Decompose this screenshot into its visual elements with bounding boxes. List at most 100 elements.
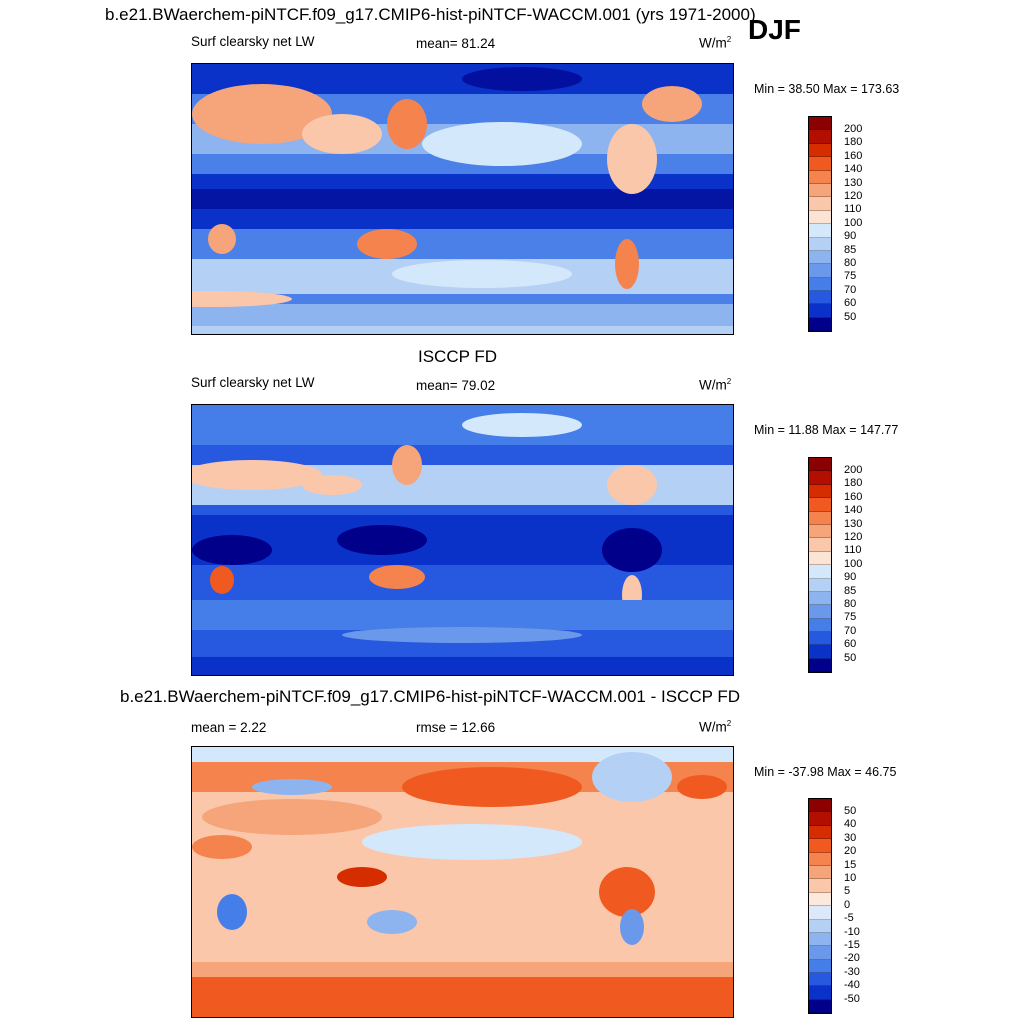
panel2-units: W/m2 [699,377,732,393]
panel2-colorbar-bin [809,511,831,525]
panel1-colorbar-bin [809,317,831,332]
panel1-colorbar-bin [809,117,831,131]
panel1-colorbar-tick: 120 [844,190,863,202]
panel2-left-label: Surf clearsky net LW [191,375,315,390]
panel3-colorbar-tick: 30 [844,831,857,844]
panel2-colorbar-tick: 70 [844,624,857,637]
panel3-colorbar-tick: -40 [844,979,860,992]
panel1-colorbar-bin [809,224,831,238]
panel3-colorbar-bin [809,946,831,960]
panel3-colorbar-bin [809,973,831,987]
panel1-colorbar-bin [809,170,831,184]
panel2-colorbar-tick: 60 [844,638,857,651]
panel3-colorbar-bin [809,852,831,866]
panel2-colorbar-tick: 140 [844,504,863,517]
season-label: DJF [748,14,801,45]
panel2-colorbar [808,457,832,674]
panel2-colorbar-bin [809,645,831,659]
panel1-colorbar-bin [809,143,831,158]
panel2-colorbar-bin [809,458,831,472]
panel3-colorbar-tick: 5 [844,885,851,898]
panel1-colorbar-tick: 60 [844,297,857,310]
panel3-colorbar-tick: 15 [844,858,857,871]
panel3-colorbar-bin [809,932,831,947]
panel3-title: b.e21.BWaerchem-piNTCF.f09_g17.CMIP6-his… [120,687,741,706]
panel3-colorbar-bin [809,999,831,1014]
panel1-colorbar-bin [809,197,831,211]
panel2-colorbar-tick: 90 [844,571,857,584]
panel2-colorbar-bin [809,578,831,592]
panel2-colorbar-bin [809,551,831,566]
panel3-colorbar-tick: -30 [844,965,860,978]
panel3-colorbar-bin [809,986,831,1000]
panel2-colorbar-tick: 100 [844,557,863,570]
panel1-colorbar-tick: 100 [844,216,863,229]
panel2-colorbar-tick: 130 [844,517,863,530]
panel3-colorbar-bin [809,825,831,840]
panel2-colorbar-bin [809,618,831,633]
panel1-colorbar-tick: 180 [844,136,863,149]
panel3-map-field [192,747,733,1017]
panel1-colorbar-bin [809,250,831,265]
panel1-colorbar-tick: 200 [844,123,863,135]
panel2-colorbar-bin [809,524,831,539]
panel1-colorbar-bin [809,291,831,305]
panel3-mean-label: mean = 2.22 [191,720,267,735]
panel2-colorbar-bin [809,605,831,619]
panel1-colorbar-bin [809,183,831,198]
panel3-colorbar-bin [809,839,831,853]
panel2-map [191,404,734,676]
panel3-colorbar-bin [809,892,831,907]
panel1-colorbar-bin [809,210,831,225]
panel2-colorbar-tick: 180 [844,477,863,490]
panel3-colorbar-bin [809,906,831,920]
panel1-colorbar-tick: 75 [844,270,857,283]
panel3-colorbar-tick: 40 [844,818,857,831]
panel3-colorbar-tick: -20 [844,952,860,965]
panel1-map [191,63,734,335]
panel1-colorbar-tick: 130 [844,176,863,189]
panel1-colorbar-tick: 85 [844,243,857,256]
panel2-colorbar-bin [809,565,831,579]
panel2-colorbar-tick: 80 [844,598,857,610]
panel3-colorbar-tick: -15 [844,939,860,951]
panel2-colorbar-bin [809,591,831,606]
panel1-colorbar-bin [809,237,831,251]
panel3-colorbar-bin [809,879,831,893]
panel1-colorbar-bin [809,264,831,278]
panel1-colorbar-tick: 110 [844,203,862,216]
panel1-colorbar-tick: 90 [844,230,857,243]
panel2-mean-label: mean= 79.02 [416,378,496,393]
panel1-colorbar-bin [809,157,831,171]
panel3-colorbar-tick: 10 [844,872,857,884]
panel3-colorbar-tick: 0 [844,898,851,911]
panel3-rmse-label: rmse = 12.66 [416,720,496,735]
panel3-colorbar-bin [809,799,831,813]
panel3-colorbar-tick: -10 [844,925,860,938]
panel2-colorbar-tick: 85 [844,584,857,597]
panel2-colorbar-tick: 160 [844,490,863,503]
panel2-title: ISCCP FD [418,347,498,366]
figure-title: b.e21.BWaerchem-piNTCF.f09_g17.CMIP6-his… [105,5,756,24]
panel3-colorbar-tick: -50 [844,992,860,1005]
panel1-colorbar-bin [809,130,831,144]
panel1-map-field [192,64,733,334]
panel3-colorbar-bin [809,812,831,826]
panel1-colorbar-tick: 160 [844,149,863,162]
panel2-colorbar-bin [809,632,831,646]
panel1-colorbar-tick: 70 [844,283,857,296]
panel3-units: W/m2 [699,719,732,735]
panel3-colorbar-tick: 20 [844,845,857,858]
panel2-colorbar-tick: 110 [844,544,862,557]
panel1-minmax: Min = 38.50 Max = 173.63 [754,82,900,96]
panel1-colorbar-tick: 80 [844,257,857,269]
panel3-colorbar-bin [809,919,831,933]
panel2-colorbar-bin [809,538,831,552]
panel1-colorbar-bin [809,277,831,292]
panel2-minmax: Min = 11.88 Max = 147.77 [754,423,899,437]
panel3-colorbar-tick: 50 [844,805,857,817]
panel3-colorbar-bin [809,865,831,880]
panel2-colorbar-tick: 50 [844,651,857,664]
panel3-map [191,746,734,1018]
